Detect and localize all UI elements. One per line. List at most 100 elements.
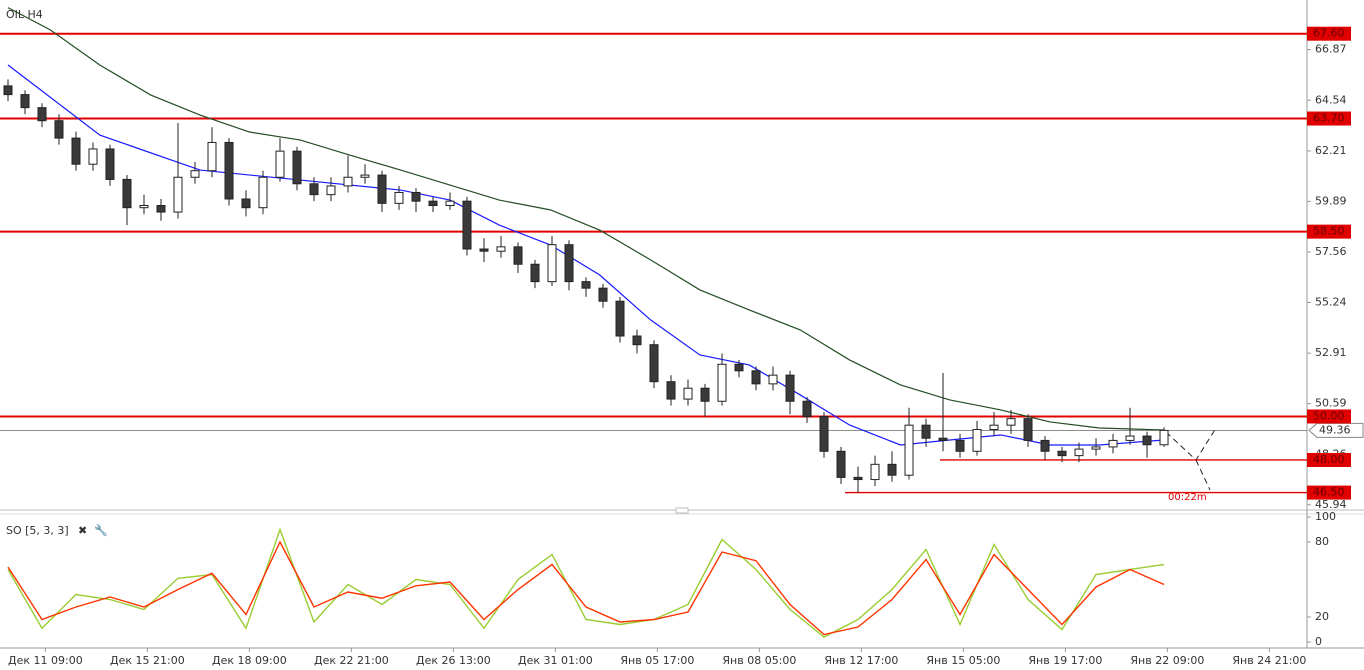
candle-body [955,439,965,452]
candle-body [258,176,268,209]
candle-body [1057,450,1067,457]
candle-body [700,387,710,402]
candle-body [802,400,812,417]
candle-body [632,335,642,346]
candle-body [326,185,336,196]
candle-body [615,300,625,337]
y-tick-label: 20 [1315,610,1329,623]
candle-body [462,200,472,250]
candle-body [1074,448,1084,457]
candle-body [37,107,47,122]
level-tag [1307,485,1351,500]
oscillator-title: SO [5, 3, 3] [6,524,69,537]
y-tick-label: 0 [1315,635,1322,648]
candle-body [581,281,591,289]
x-tick-label: Дек 15 21:00 [110,654,185,667]
y-tick-label: 62.21 [1315,144,1347,157]
candle-body [224,141,234,200]
candle-body [683,387,693,400]
close-icon[interactable]: ✖ [78,524,87,537]
candle-body [445,200,455,207]
candle-body [972,429,982,452]
ma-slow [7,7,1165,431]
level-label: 67.60 [1313,27,1345,40]
stochastic-d [7,540,1165,636]
candle-body [428,200,438,207]
candle-body [411,191,421,202]
candle-body [309,183,319,196]
candle-body [938,437,948,441]
candle-body [71,137,81,165]
y-tick-label: 59.89 [1315,194,1347,207]
candle-body [1108,439,1118,448]
candle-body [156,205,166,213]
candle-body [496,246,506,252]
y-tick-label: 57.56 [1315,245,1347,258]
x-tick-label: Дек 31 01:00 [518,654,593,667]
level-label: 58.50 [1313,225,1345,238]
ma-fast [7,64,1165,446]
y-tick-label: 66.87 [1315,43,1347,56]
x-tick-label: Дек 26 13:00 [416,654,491,667]
candle-body [513,246,523,265]
level-tag [1307,452,1351,467]
candle-body [921,424,931,439]
candle-body [3,85,13,96]
candle-body [394,191,404,204]
resize-handle[interactable] [675,507,689,514]
candle-body [768,374,778,385]
candle-body [275,150,285,178]
candle-body [1006,418,1016,426]
candle-body [1142,435,1152,446]
y-tick-label: 55.24 [1315,296,1347,309]
candle-body [173,176,183,213]
level-tag [1307,26,1351,41]
settings-icon[interactable]: 🔧 [94,523,108,537]
x-tick-label: Янв 24 21:00 [1232,654,1306,667]
candle-body [887,463,897,476]
level-tag [1307,224,1351,239]
x-tick-label: Дек 22 21:00 [314,654,389,667]
candle-body [530,263,540,283]
projection-line [1195,459,1211,491]
candle-body [1125,435,1135,441]
candle-body [479,248,489,252]
candle-body [853,476,863,481]
candle-body [819,415,829,452]
candle-body [785,374,795,402]
candle-body [88,148,98,165]
y-tick-label: 50.59 [1315,397,1347,410]
candle-body [564,244,574,283]
x-tick-label: Дек 18 09:00 [212,654,287,667]
level-tag [1307,409,1351,424]
x-tick-label: Янв 08 05:00 [722,654,796,667]
x-tick-label: Янв 22 09:00 [1130,654,1204,667]
x-tick-label: Янв 12 17:00 [824,654,898,667]
candle-body [1040,439,1050,452]
candle-body [734,363,744,372]
candle-body [989,424,999,431]
level-label: 63.70 [1313,112,1345,125]
candle-body [598,287,608,302]
candle-body [836,450,846,478]
y-tick-label: 45.94 [1315,498,1347,511]
level-tag [1307,111,1351,126]
candle-body [360,174,370,178]
level-label: 50.00 [1313,409,1345,422]
x-tick-label: Янв 19 17:00 [1028,654,1102,667]
y-tick-label: 100 [1315,510,1336,523]
y-tick-label: 52.91 [1315,346,1347,359]
x-tick-label: Янв 15 05:00 [926,654,1000,667]
x-tick-label: Дек 11 09:00 [8,654,83,667]
stochastic-k [7,527,1165,638]
timer: 00:22m [1168,492,1207,503]
candle-body [1023,418,1033,441]
candle-body [904,424,914,476]
candle-body [190,170,200,178]
y-tick-label: 80 [1315,535,1329,548]
candle-body [377,174,387,204]
price-tag [1308,422,1364,438]
candle-body [207,141,217,172]
